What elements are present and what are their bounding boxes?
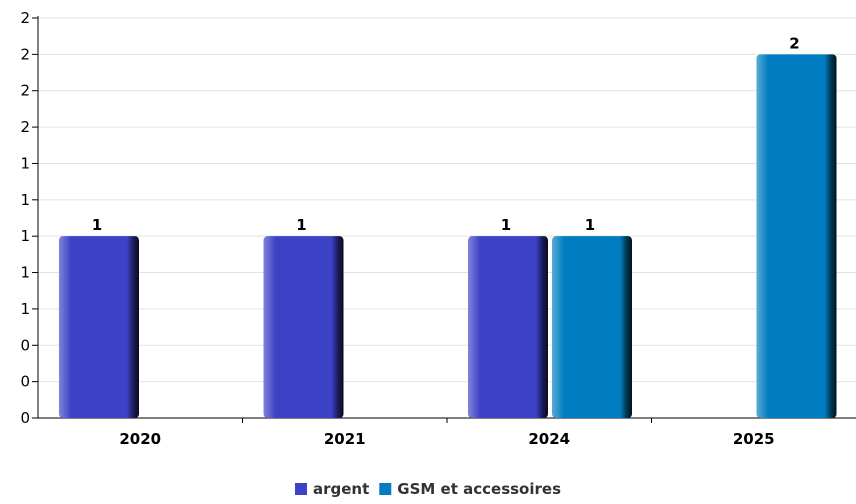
- bar-argent: [59, 236, 139, 418]
- y-tick-label: 0: [20, 373, 30, 391]
- legend-swatch: [295, 483, 307, 495]
- bar-argent: [468, 236, 548, 418]
- x-category-label: 2025: [733, 430, 775, 448]
- y-tick-label: 0: [20, 336, 30, 354]
- y-tick-label: 1: [20, 264, 30, 282]
- grid-lines: [38, 18, 856, 418]
- data-label: 1: [501, 216, 511, 234]
- data-label: 2: [789, 34, 799, 52]
- y-tick-label: 2: [20, 82, 30, 100]
- legend-swatch: [379, 483, 391, 495]
- y-tick-label: 2: [20, 9, 30, 27]
- x-category-label: 2024: [528, 430, 570, 448]
- y-tick-label: 2: [20, 118, 30, 136]
- x-category-label: 2021: [324, 430, 366, 448]
- data-labels: 1 1 1 1 2: [92, 34, 800, 234]
- bar-gsm-et-accessoires: [757, 54, 837, 418]
- legend-label: GSM et accessoires: [397, 480, 561, 498]
- x-category-label: 2020: [119, 430, 161, 448]
- data-label: 1: [92, 216, 102, 234]
- legend-label: argent: [313, 480, 369, 498]
- data-label: 1: [296, 216, 306, 234]
- data-label: 1: [585, 216, 595, 234]
- y-tick-label: 1: [20, 300, 30, 318]
- y-tick-label: 1: [20, 227, 30, 245]
- y-tick-label: 1: [20, 191, 30, 209]
- bar-gsm-et-accessoires: [552, 236, 632, 418]
- legend: argent GSM et accessoires: [295, 480, 561, 498]
- y-tick-label: 2: [20, 45, 30, 63]
- y-tick-label: 0: [20, 409, 30, 427]
- bar-argent: [264, 236, 344, 418]
- axes: 0 0 0 1 1 1 1 1 2 2 2 2 2020 2021 2024 2025: [20, 9, 856, 448]
- y-tick-label: 1: [20, 154, 30, 172]
